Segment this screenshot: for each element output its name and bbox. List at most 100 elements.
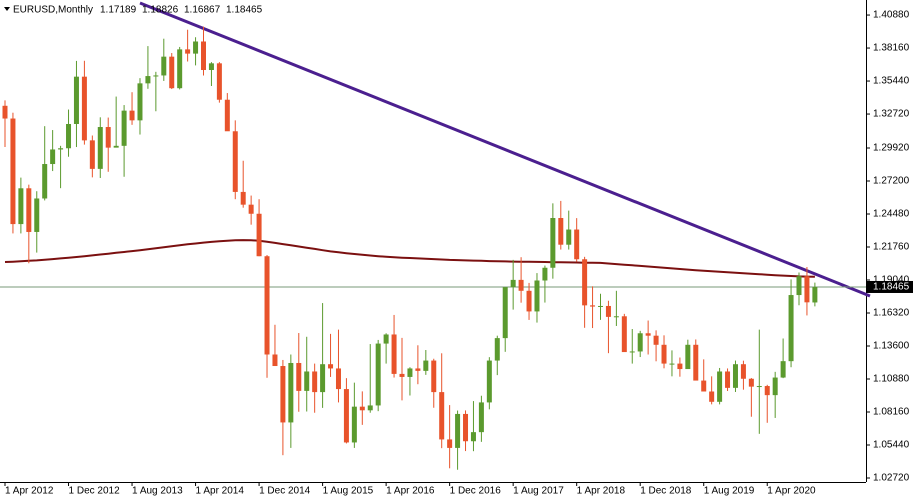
candle-body	[447, 439, 453, 448]
y-tick-label: 1.27200	[873, 176, 910, 187]
candle-body	[296, 362, 302, 391]
candle-body	[669, 363, 675, 365]
candle-body	[725, 371, 731, 388]
x-tick-label: 1 Aug 2019	[704, 486, 755, 497]
candle-body	[463, 413, 469, 442]
y-tick-label: 1.29920	[873, 143, 910, 154]
candle-body	[590, 305, 596, 307]
candle-body	[550, 218, 556, 268]
y-tick-label: 1.38160	[873, 43, 910, 54]
candle-body	[605, 305, 611, 317]
candle-body	[66, 123, 72, 149]
candle-body	[574, 229, 580, 260]
candle-body	[677, 363, 683, 370]
candle-body	[780, 361, 786, 378]
candle-body	[58, 148, 64, 150]
candle-body	[201, 41, 206, 71]
candle-body	[320, 364, 326, 393]
candle-body	[486, 360, 492, 403]
candle-body	[796, 276, 802, 296]
candle-body	[240, 191, 246, 205]
candle-body	[598, 305, 603, 307]
candle-body	[566, 229, 572, 245]
candle-body	[732, 364, 738, 388]
candle-body	[740, 364, 746, 379]
candle-body	[280, 366, 286, 423]
moving-average	[4, 239, 815, 278]
candle-body	[788, 295, 794, 362]
candle-body	[764, 386, 770, 396]
candle-body	[335, 368, 341, 390]
candle-body	[693, 344, 699, 381]
candle-body	[81, 76, 87, 141]
y-tick-label: 1.02720	[873, 473, 910, 484]
quote-open: 1.17189	[100, 5, 137, 16]
candle-body	[161, 56, 167, 76]
candle-body	[328, 364, 334, 369]
y-tick-label: 1.10880	[873, 374, 910, 385]
candle-body	[812, 286, 818, 303]
x-tick-label: 1 Dec 2014	[259, 486, 311, 497]
candle-body	[137, 83, 143, 121]
last-price-box	[867, 280, 913, 293]
candle-body	[73, 76, 79, 124]
candle-body	[526, 290, 532, 312]
candle-body	[359, 406, 365, 411]
candle-body	[343, 389, 349, 443]
candle-body	[653, 335, 659, 345]
candle-body	[129, 110, 135, 121]
candle-body	[351, 406, 357, 443]
candle-body	[113, 145, 119, 148]
x-tick-label: 1 Dec 2016	[450, 486, 502, 497]
candle-body	[621, 316, 627, 353]
candle-body	[701, 380, 707, 392]
trend-line	[139, 1, 871, 298]
candle-body	[89, 140, 95, 169]
candle-body	[121, 110, 127, 146]
candle-body	[105, 127, 111, 148]
candle-body	[685, 344, 691, 370]
candle-body	[26, 188, 32, 232]
candle-body	[455, 413, 461, 448]
x-tick-label: 1 Dec 2012	[69, 486, 121, 497]
candle-body	[399, 373, 405, 377]
x-tick-label: 1 Apr 2018	[577, 486, 626, 497]
candle-body	[423, 360, 429, 371]
y-tick-label: 1.32720	[873, 109, 910, 120]
candle-body	[772, 377, 778, 396]
candle-body	[470, 432, 476, 442]
x-tick-label: 1 Aug 2017	[513, 486, 564, 497]
candle-body	[224, 99, 230, 132]
last-price-label: 1.18465	[873, 282, 910, 293]
y-tick-label: 1.13600	[873, 341, 910, 352]
candle-body	[407, 368, 413, 377]
candle-body	[169, 56, 175, 89]
candle-body	[248, 204, 254, 214]
quote-low: 1.16867	[184, 5, 221, 16]
candle-body	[97, 127, 103, 169]
candle-body	[756, 386, 762, 388]
candle-body	[185, 49, 191, 54]
y-tick-label: 1.19040	[873, 275, 910, 286]
candle-body	[193, 41, 199, 54]
y-tick-label: 1.24480	[873, 209, 910, 220]
candle-body	[256, 213, 262, 257]
candle-body	[637, 333, 643, 352]
candle-body	[717, 371, 723, 402]
x-tick-label: 1 Aug 2013	[132, 486, 183, 497]
menu-arrow[interactable]	[4, 7, 10, 11]
candle-body	[312, 371, 318, 393]
candle-body	[804, 276, 810, 303]
candle-body	[439, 392, 445, 440]
candle-body	[558, 218, 564, 245]
y-tick-label: 1.21760	[873, 242, 910, 253]
candle-body	[153, 75, 159, 77]
y-tick-label: 1.05440	[873, 440, 910, 451]
quote-high: 1.18826	[142, 5, 179, 16]
candle-body	[518, 279, 524, 291]
candle-body	[2, 105, 8, 119]
candle-body	[50, 149, 56, 165]
candle-body	[661, 344, 667, 364]
x-tick-label: 1 Dec 2018	[640, 486, 692, 497]
